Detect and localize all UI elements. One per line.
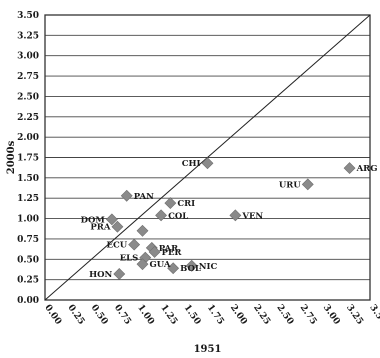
- point-label: CHI: [182, 159, 201, 169]
- point-label: HON: [89, 270, 112, 280]
- y-tick-label: 3.50: [17, 11, 39, 21]
- y-tick-label: 2.25: [17, 113, 39, 123]
- y-tick-label: 0.00: [17, 296, 39, 306]
- data-point: [167, 262, 180, 275]
- data-points: [105, 157, 356, 280]
- x-tick-label: 0.25: [65, 303, 86, 327]
- point-label: DOM: [81, 215, 106, 225]
- point-label: VEN: [241, 211, 263, 221]
- point-label: ARG: [356, 164, 378, 174]
- x-tick-labels: 0.00 0.25 0.50 0.75 1.00 1.25 1.50 1.75 2.00 2.25…: [42, 303, 380, 327]
- data-point: [185, 259, 198, 272]
- data-point: [113, 268, 126, 280]
- data-point: [105, 213, 118, 226]
- point-label: URU: [279, 180, 301, 190]
- data-point: [136, 224, 149, 237]
- point-label: PRA: [90, 223, 110, 233]
- y-tick-label: 0.75: [17, 235, 39, 245]
- y-tick-label: 0.50: [17, 255, 39, 265]
- data-point: [111, 220, 124, 233]
- data-point: [128, 238, 141, 251]
- data-point: [120, 189, 133, 202]
- x-tick-label: 3.50: [367, 303, 380, 327]
- data-point: [148, 246, 161, 258]
- y-tick-label: 1.75: [17, 154, 39, 164]
- x-tick-label: 2.25: [251, 303, 272, 327]
- point-label: BOL: [180, 264, 201, 274]
- x-tick-label: 1.25: [158, 303, 179, 327]
- y-tick-label: 2.50: [17, 92, 39, 102]
- y-tick-labels: 0.00 0.25 0.50 0.75 1.00 1.25 1.50 1.75 2.00 2.25…: [17, 11, 39, 306]
- point-label: GUA: [150, 260, 171, 270]
- grid-lines: [45, 14, 370, 301]
- x-tick-label: 1.75: [205, 303, 226, 327]
- x-tick-label: 3.25: [344, 303, 365, 327]
- y-tick-label: 0.25: [17, 276, 39, 286]
- y-tick-label: 3.00: [17, 52, 39, 62]
- data-point: [343, 162, 356, 175]
- x-tick-label: 1.00: [135, 303, 156, 327]
- x-tick-label: 0.50: [89, 303, 110, 327]
- data-point: [201, 157, 214, 170]
- x-tick-label: 0.75: [112, 303, 133, 327]
- x-tick-label: 2.00: [228, 303, 249, 327]
- data-point: [136, 258, 149, 271]
- y-tick-label: 2.00: [17, 133, 39, 143]
- point-label: NIC: [199, 262, 218, 272]
- y-tick-label: 1.50: [17, 174, 39, 184]
- y-tick-label: 1.00: [17, 215, 39, 225]
- data-point: [301, 178, 314, 191]
- plot-frame: [44, 14, 371, 301]
- y-axis-title: 2000s: [6, 140, 17, 174]
- point-label: CRI: [177, 199, 195, 209]
- point-label: PER: [162, 248, 183, 258]
- point-label: COL: [168, 211, 188, 221]
- data-point: [229, 209, 242, 222]
- x-axis-title: 1951: [194, 344, 222, 355]
- y-tick-label: 2.75: [17, 72, 39, 82]
- x-tick-label: 2.50: [274, 303, 295, 327]
- x-tick-label: 0.00: [42, 303, 63, 327]
- y-tick-label: 3.25: [17, 31, 39, 41]
- point-label: ECU: [106, 241, 127, 251]
- x-tick-label: 2.75: [298, 303, 319, 327]
- point-label: PAR: [159, 244, 179, 254]
- x-tick-label: 3.00: [321, 303, 342, 327]
- y-tick-label: 1.25: [17, 194, 39, 204]
- data-point: [164, 197, 177, 210]
- data-point: [155, 209, 167, 222]
- x-tick-label: 1.50: [182, 303, 203, 327]
- point-label: ELS: [120, 254, 139, 264]
- point-label: PAN: [134, 192, 154, 202]
